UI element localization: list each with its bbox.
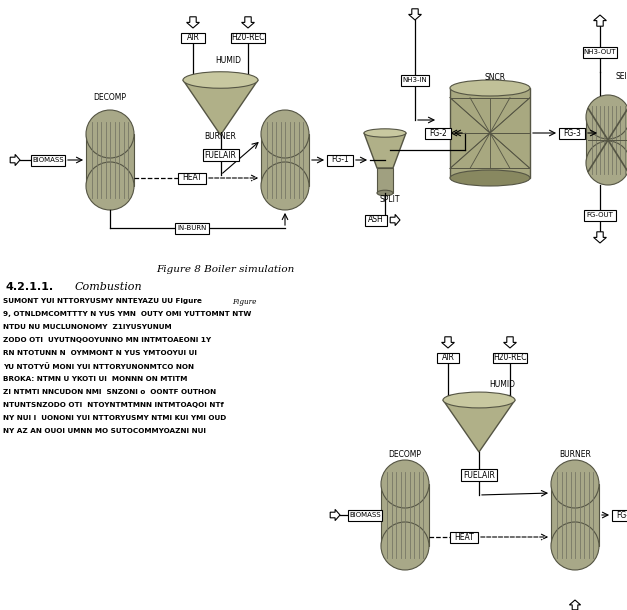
Text: NH3-OUT: NH3-OUT — [584, 49, 616, 55]
Bar — [175, 223, 209, 234]
Text: FG-OUT: FG-OUT — [587, 212, 613, 218]
Ellipse shape — [377, 190, 393, 196]
Ellipse shape — [551, 522, 599, 570]
Text: Combustion: Combustion — [75, 282, 142, 292]
Ellipse shape — [586, 95, 627, 139]
Text: IN-BURN: IN-BURN — [177, 225, 207, 231]
Polygon shape — [409, 9, 421, 20]
Polygon shape — [10, 154, 20, 165]
Bar — [348, 509, 382, 520]
Bar — [377, 168, 393, 193]
Ellipse shape — [450, 80, 530, 96]
Text: YU NTOTYÜ MONI YUI NTTORYUNONMTCO NON: YU NTOTYÜ MONI YUI NTTORYUNONMTCO NON — [3, 363, 194, 370]
Bar — [612, 509, 627, 520]
Ellipse shape — [450, 170, 530, 186]
Polygon shape — [241, 17, 255, 28]
Text: DECOMP: DECOMP — [93, 93, 127, 102]
Polygon shape — [443, 400, 515, 452]
Ellipse shape — [261, 162, 309, 210]
Text: HUMID: HUMID — [489, 380, 515, 389]
Bar — [559, 127, 585, 138]
Text: NH3-IN: NH3-IN — [403, 77, 428, 83]
Bar — [327, 154, 353, 165]
Bar — [181, 33, 205, 43]
Text: HEAT: HEAT — [182, 173, 202, 182]
Bar — [437, 353, 459, 363]
Bar — [450, 531, 478, 542]
Polygon shape — [183, 80, 258, 135]
Polygon shape — [364, 133, 406, 168]
Ellipse shape — [86, 162, 134, 210]
Text: FG-2: FG-2 — [429, 129, 447, 137]
Text: BIOMASS: BIOMASS — [32, 157, 64, 163]
Text: NY NUI I  UONONI YUI NTTORYUSMY NTMI KUI YMI OUD: NY NUI I UONONI YUI NTTORYUSMY NTMI KUI … — [3, 415, 226, 421]
Polygon shape — [594, 15, 606, 26]
Polygon shape — [594, 232, 606, 243]
Text: BURNER: BURNER — [559, 450, 591, 459]
Bar — [401, 74, 429, 85]
Bar — [551, 484, 599, 546]
Text: H20-REC: H20-REC — [493, 354, 527, 362]
Text: RN NTOTUNN N  OYMMONT N YUS YMTOOYUI UI: RN NTOTUNN N OYMMONT N YUS YMTOOYUI UI — [3, 350, 197, 356]
Text: H20-REC: H20-REC — [231, 34, 265, 43]
Ellipse shape — [364, 129, 406, 137]
Bar — [586, 117, 627, 163]
Text: BURNER: BURNER — [204, 132, 236, 141]
Polygon shape — [569, 600, 581, 610]
Bar — [461, 469, 497, 481]
Bar — [584, 209, 616, 220]
Bar — [203, 149, 238, 161]
Bar — [425, 127, 451, 138]
Ellipse shape — [551, 460, 599, 508]
Text: NTUNTSNZODO OTI  NTOYNTMTMNN INTMTOAQOI NTf: NTUNTSNZODO OTI NTOYNTMTMNN INTMTOAQOI N… — [3, 402, 224, 408]
Ellipse shape — [261, 110, 309, 158]
Text: DECOMP: DECOMP — [389, 450, 421, 459]
Bar — [261, 134, 309, 186]
Bar — [493, 353, 527, 363]
Polygon shape — [330, 509, 340, 520]
Text: SUMONT YUI NTTORYUSMY NNTEYAZU UU Figure: SUMONT YUI NTTORYUSMY NNTEYAZU UU Figure — [3, 298, 202, 304]
Polygon shape — [187, 17, 199, 28]
Text: AIR: AIR — [441, 354, 455, 362]
Text: 9, OTNLDMCOMTTTY N YUS YMN  OUTY OMI YUTTOMNT NTW: 9, OTNLDMCOMTTTY N YUS YMN OUTY OMI YUTT… — [3, 311, 251, 317]
Text: SNCR: SNCR — [485, 73, 505, 82]
Text: SPLIT: SPLIT — [380, 195, 400, 204]
Polygon shape — [390, 214, 400, 226]
Bar — [31, 154, 65, 165]
Text: NY AZ AN OUOI UMNN MO SUTOCOMMYOAZNI NUI: NY AZ AN OUOI UMNN MO SUTOCOMMYOAZNI NUI — [3, 428, 206, 434]
Text: FG-1: FG-1 — [616, 511, 627, 520]
Text: ASH: ASH — [368, 215, 384, 224]
Text: Figure: Figure — [232, 298, 256, 306]
Polygon shape — [441, 337, 455, 348]
Text: ZODO OTI  UYUTNQOOYUNNO MN INTMTOAEONI 1Y: ZODO OTI UYUTNQOOYUNNO MN INTMTOAEONI 1Y — [3, 337, 211, 343]
Bar — [178, 173, 206, 184]
Text: AIR: AIR — [187, 34, 199, 43]
Text: HUMID: HUMID — [215, 56, 241, 65]
Bar — [381, 484, 429, 546]
Text: NTDU NU MUCLUNONOMY  Z1IYUSYUNUM: NTDU NU MUCLUNONOMY Z1IYUSYUNUM — [3, 324, 172, 330]
Bar — [365, 215, 387, 226]
Text: 4.2.1.1.: 4.2.1.1. — [5, 282, 53, 292]
Ellipse shape — [381, 522, 429, 570]
Text: FG-3: FG-3 — [563, 129, 581, 137]
Bar — [86, 134, 134, 186]
Text: BIOMASS: BIOMASS — [349, 512, 381, 518]
Bar — [450, 88, 530, 178]
Text: SEI: SEI — [615, 72, 627, 81]
Ellipse shape — [381, 460, 429, 508]
Text: BROKA: NTMN U YKOTI UI  MONNN ON MTITM: BROKA: NTMN U YKOTI UI MONNN ON MTITM — [3, 376, 187, 382]
Polygon shape — [503, 337, 517, 348]
Text: FUELAIR: FUELAIR — [204, 151, 236, 159]
Text: FG-1: FG-1 — [331, 156, 349, 165]
Bar — [583, 46, 617, 57]
Ellipse shape — [86, 110, 134, 158]
Ellipse shape — [443, 392, 515, 408]
Ellipse shape — [586, 141, 627, 185]
Ellipse shape — [183, 72, 258, 88]
Text: Figure 8 Boiler simulation: Figure 8 Boiler simulation — [156, 265, 294, 274]
Text: HEAT: HEAT — [454, 533, 474, 542]
Text: FUELAIR: FUELAIR — [463, 470, 495, 479]
Text: ZI NTMTI NNCUDON NMI  SNZONI o  OONTF OUTHON: ZI NTMTI NNCUDON NMI SNZONI o OONTF OUTH… — [3, 389, 216, 395]
Bar — [231, 33, 265, 43]
